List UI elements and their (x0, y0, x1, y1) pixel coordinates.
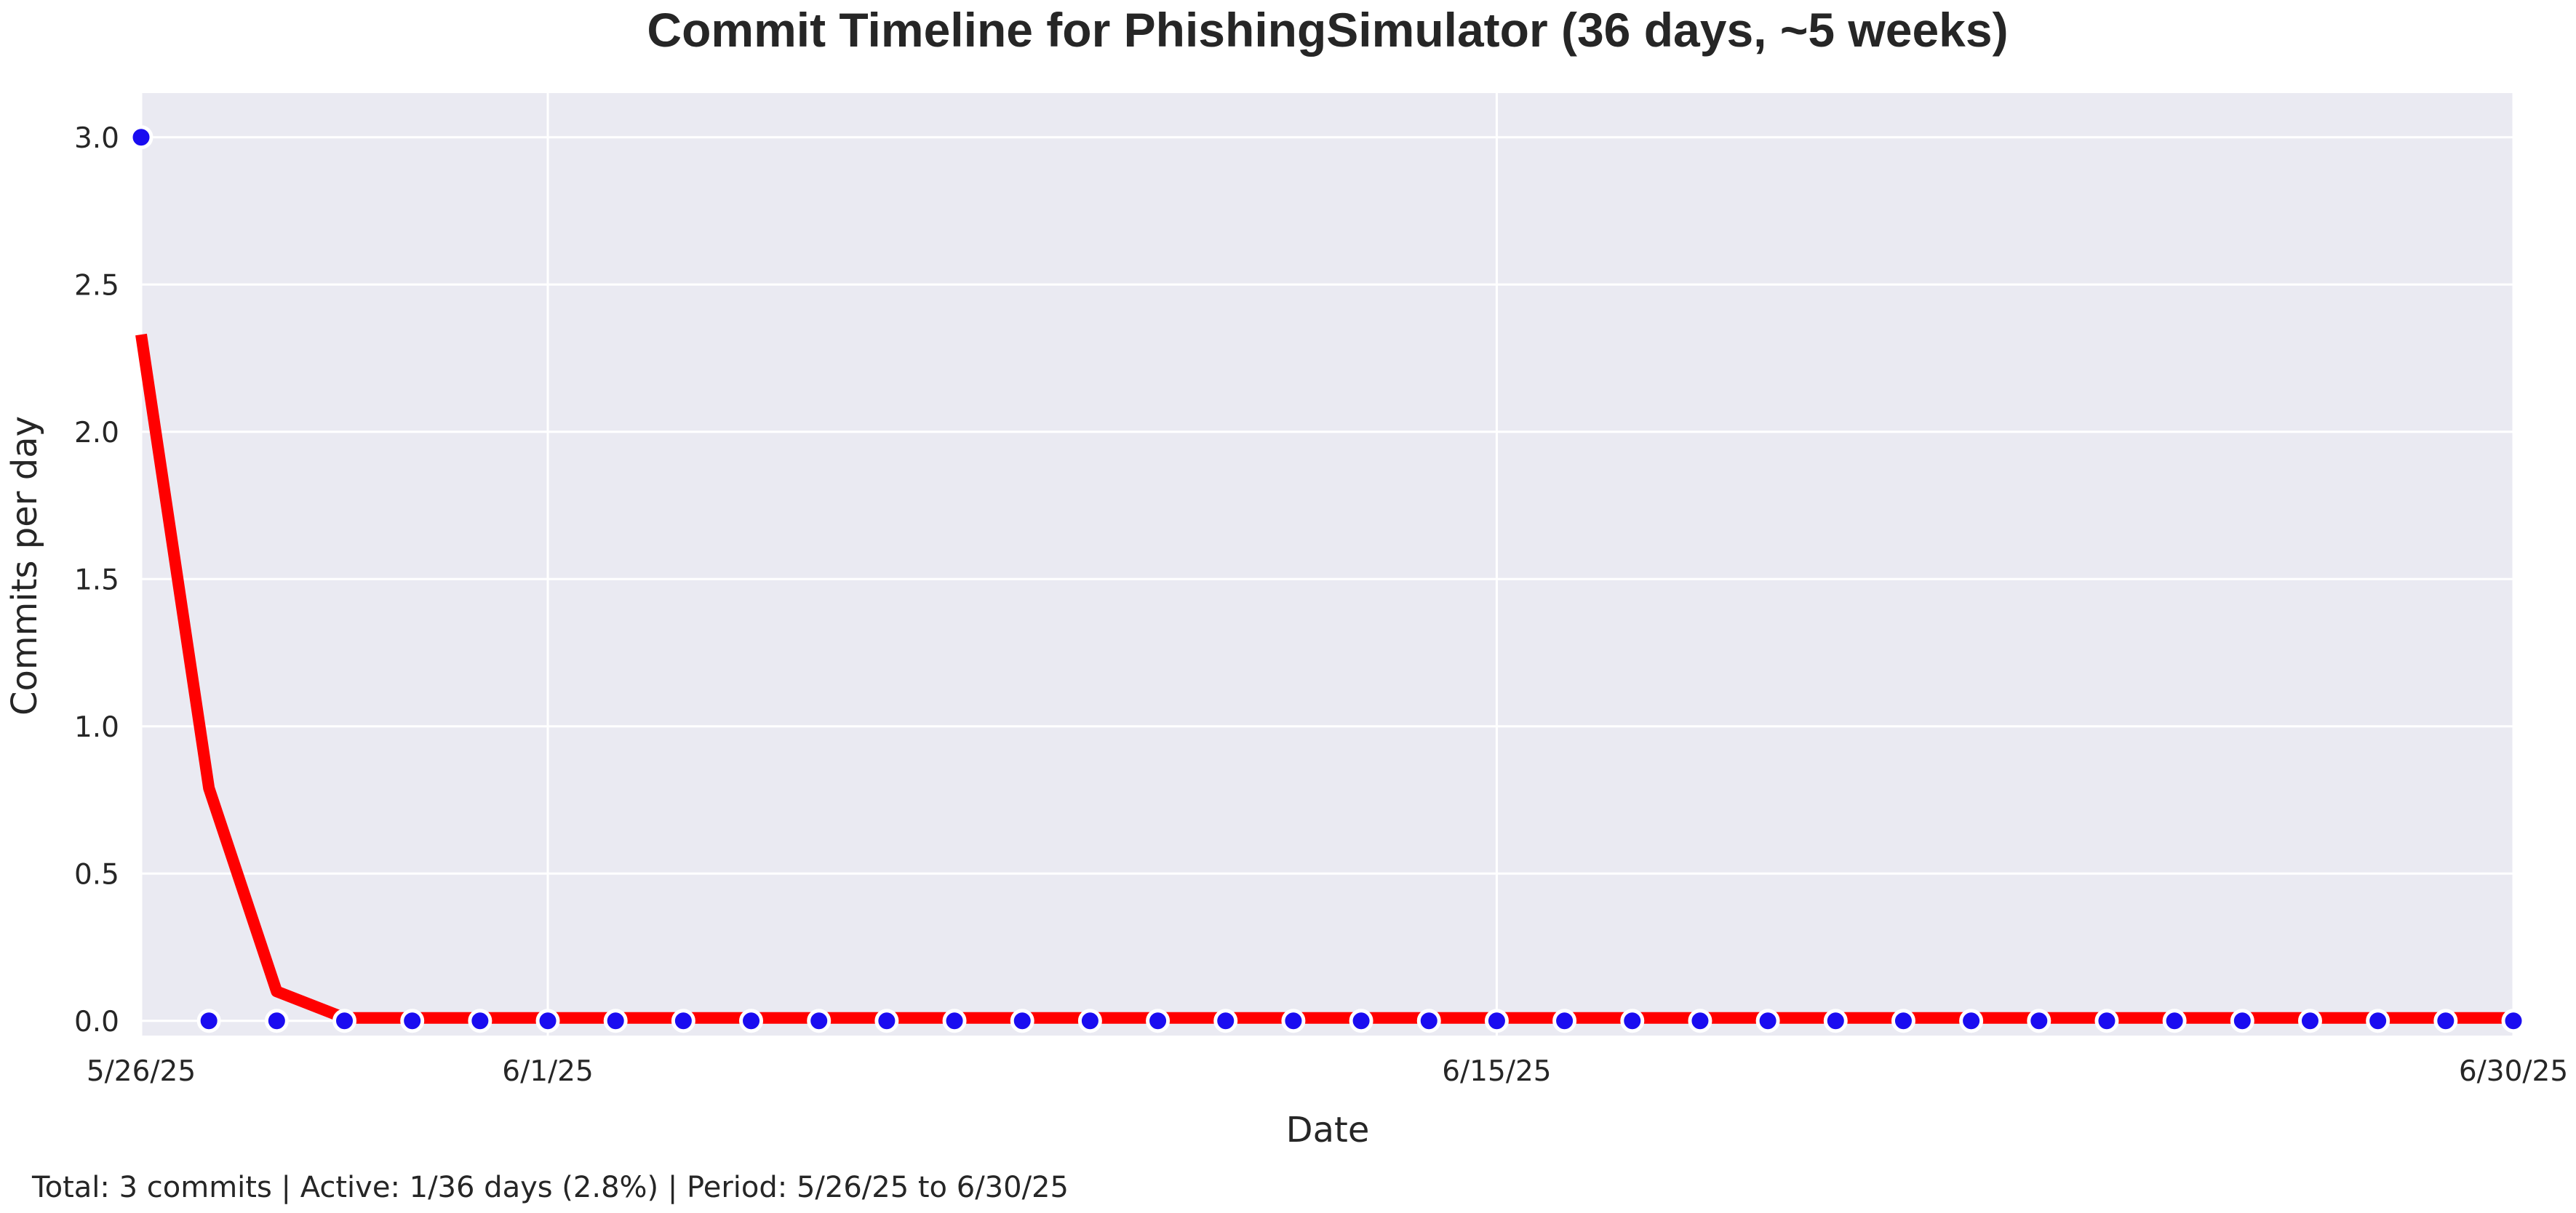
commit-point (1349, 1009, 1373, 1033)
commit-point (468, 1009, 493, 1033)
y-tick-label: 2.5 (74, 269, 119, 302)
commit-point (1010, 1009, 1034, 1033)
commit-point (2297, 1009, 2322, 1033)
commit-point (1688, 1009, 1712, 1033)
commit-points (129, 125, 2526, 1033)
commit-point (2433, 1009, 2458, 1033)
x-tick-label: 6/1/25 (502, 1055, 594, 1088)
commit-point (332, 1009, 357, 1033)
commit-point (874, 1009, 899, 1033)
commit-point (739, 1009, 764, 1033)
commit-point (807, 1009, 832, 1033)
y-tick-label: 1.0 (74, 711, 119, 744)
summary-footer: Total: 3 commits | Active: 1/36 days (2.… (31, 1171, 1069, 1204)
commit-point (2230, 1009, 2254, 1033)
commit-point (671, 1009, 695, 1033)
chart-title: Commit Timeline for PhishingSimulator (3… (647, 3, 2008, 57)
commit-point (2501, 1009, 2526, 1033)
commit-point (603, 1009, 628, 1033)
commit-point (535, 1009, 560, 1033)
y-axis-ticks: 0.0 0.5 1.0 1.5 2.0 2.5 3.0 (74, 122, 119, 1038)
commit-point (1620, 1009, 1645, 1033)
commit-point (1077, 1009, 1102, 1033)
x-axis-ticks: 5/26/25 6/1/25 6/15/25 6/30/25 (87, 1055, 2568, 1088)
x-tick-label: 6/15/25 (1442, 1055, 1551, 1088)
commit-point (1146, 1009, 1171, 1033)
y-axis-label: Commits per day (4, 416, 45, 716)
y-tick-label: 0.0 (74, 1006, 119, 1038)
commit-point (1416, 1009, 1441, 1033)
x-tick-label: 6/30/25 (2459, 1055, 2568, 1088)
y-tick-label: 3.0 (74, 122, 119, 155)
commit-point (1552, 1009, 1577, 1033)
commit-point (264, 1009, 289, 1033)
commit-point (129, 125, 153, 150)
x-tick-label: 5/26/25 (87, 1055, 196, 1088)
y-tick-label: 0.5 (74, 858, 119, 891)
commit-point (1823, 1009, 1848, 1033)
y-tick-label: 1.5 (74, 564, 119, 596)
commit-point (2027, 1009, 2051, 1033)
commit-point (942, 1009, 967, 1033)
commit-point (1891, 1009, 1915, 1033)
y-tick-label: 2.0 (74, 417, 119, 449)
commit-point (2162, 1009, 2187, 1033)
commit-point (1959, 1009, 1984, 1033)
commit-point (196, 1009, 221, 1033)
commit-point (2366, 1009, 2390, 1033)
commit-point (1213, 1009, 1238, 1033)
grid-lines (140, 93, 2515, 1036)
x-axis-label: Date (1286, 1110, 1370, 1150)
commit-point (2094, 1009, 2119, 1033)
plot-area (141, 93, 2513, 1036)
commit-point (1281, 1009, 1306, 1033)
commit-point (1755, 1009, 1780, 1033)
commit-point (1484, 1009, 1509, 1033)
commit-point (400, 1009, 425, 1033)
